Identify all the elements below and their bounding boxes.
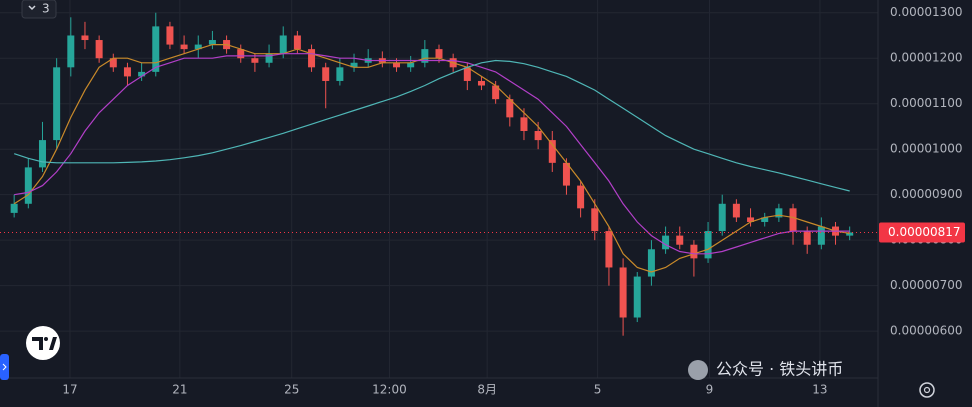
candle-body	[180, 44, 188, 50]
side-toggle-icon	[2, 363, 7, 371]
candle-body	[817, 226, 825, 245]
candle-body	[747, 217, 755, 222]
candle-body	[95, 40, 103, 59]
y-tick-label: 0.00001300	[890, 5, 963, 19]
plot	[0, 12, 878, 336]
candle-body	[647, 249, 655, 277]
candle-body	[633, 276, 641, 318]
candle-body	[152, 26, 160, 72]
moving-average-line	[14, 59, 850, 192]
candle-body	[81, 35, 89, 41]
candle-body	[732, 203, 740, 218]
candle-body	[704, 231, 712, 259]
watermark-icon	[688, 360, 708, 380]
y-tick-label: 0.00001100	[890, 96, 963, 110]
candle-body	[393, 62, 401, 68]
candle-body	[662, 235, 670, 250]
badge-box[interactable]	[21, 0, 57, 19]
candle-body	[789, 208, 797, 232]
candle-body	[308, 49, 316, 68]
candle-body	[194, 44, 202, 50]
candle-body	[761, 217, 769, 222]
candle-body	[407, 62, 415, 68]
candle-body	[67, 35, 75, 68]
last-price-box	[879, 222, 965, 243]
candle-body	[138, 71, 146, 77]
settings-icon[interactable]	[919, 382, 935, 398]
x-tick-label: 21	[172, 383, 187, 397]
y-tick-label: 0.00001000	[890, 142, 963, 156]
x-tick-label: 17	[62, 383, 77, 397]
x-tick-label: 12:00	[372, 383, 407, 397]
chevron	[28, 5, 36, 11]
candle-body	[350, 62, 358, 68]
candle-body	[336, 67, 344, 81]
candle-body	[492, 85, 500, 100]
candle-body	[676, 235, 684, 245]
candle-body	[548, 140, 556, 163]
y-tick-label: 0.00000700	[890, 278, 963, 292]
moving-average-line	[14, 53, 850, 255]
candle-body	[53, 67, 61, 141]
logo	[26, 326, 60, 360]
candle-body	[38, 140, 46, 168]
logo-dot	[44, 337, 48, 341]
x-tick-label: 5	[594, 383, 602, 397]
logo-mark	[32, 337, 43, 350]
candle-body	[24, 167, 32, 204]
candle-body	[562, 162, 570, 186]
candle-body	[251, 58, 259, 63]
y-tick-label: 0.00001200	[890, 51, 963, 65]
candle-body	[435, 49, 443, 59]
candle-body	[846, 232, 854, 236]
candle-body	[520, 117, 528, 132]
candle-body	[619, 267, 627, 318]
candle-body	[477, 80, 485, 86]
candle-body	[293, 35, 301, 50]
candle-body	[577, 185, 585, 209]
x-tick-label: 8月	[477, 383, 497, 397]
candle-body	[322, 67, 330, 81]
watermark-text: 公众号 · 铁头讲币	[716, 360, 843, 379]
candle-body	[605, 231, 613, 268]
candle-body	[265, 53, 273, 63]
x-tick-label: 13	[812, 383, 827, 397]
candle-body	[718, 203, 726, 232]
candle-body	[10, 203, 18, 213]
candle-body	[775, 208, 783, 218]
candle-body	[279, 35, 287, 54]
candle-body	[591, 208, 599, 232]
indicator-toggle[interactable]: 3	[21, 0, 57, 19]
moving-average-line	[13, 44, 850, 273]
candle-body	[534, 131, 542, 141]
candle-body	[237, 49, 245, 59]
candle-body	[421, 49, 429, 63]
candle-body	[166, 26, 174, 45]
indicator-count: 3	[42, 2, 50, 16]
settings-button[interactable]	[919, 382, 935, 398]
candle-body	[463, 67, 471, 81]
candle-body	[506, 99, 514, 118]
side-toggle[interactable]	[0, 354, 9, 380]
candle-body	[123, 67, 131, 77]
axis-labels: 0.000006000.000007000.000008000.00000900…	[62, 5, 965, 397]
candle-body	[109, 58, 117, 68]
settings-icon-core	[923, 386, 931, 394]
last-price-label: 0.00000817	[888, 225, 961, 239]
x-tick-label: 9	[706, 383, 714, 397]
candle-body	[208, 40, 216, 45]
x-tick-label: 25	[284, 383, 299, 397]
candle-body	[690, 244, 698, 259]
logo-mark	[49, 337, 57, 350]
y-tick-label: 0.00000900	[890, 187, 963, 201]
candle-body	[803, 231, 811, 245]
y-tick-label: 0.00000600	[890, 324, 963, 338]
watermark: 公众号 · 铁头讲币	[688, 360, 843, 380]
